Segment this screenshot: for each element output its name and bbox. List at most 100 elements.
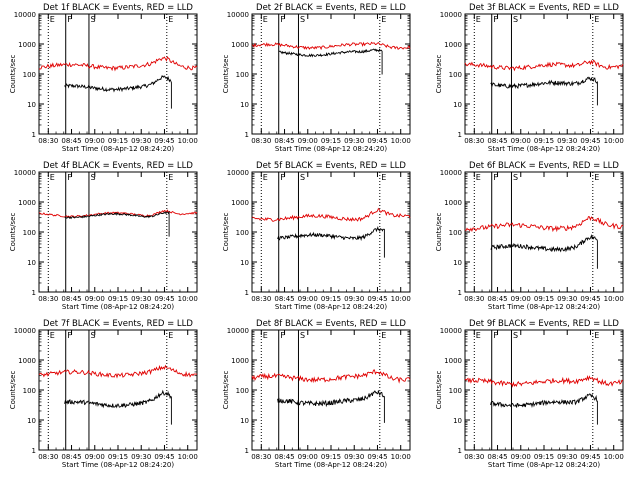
marker-label-e2: E (381, 15, 386, 24)
marker-label-e1: E (50, 173, 55, 182)
x-tick-label: 08:30 (251, 137, 271, 145)
events-series-line (490, 393, 598, 425)
panel: Det 2f BLACK = Events, RED = LLD 1 10 100 10… (222, 3, 411, 153)
plot-frame (38, 329, 198, 451)
x-tick-label: 09:15 (321, 137, 341, 145)
y-axis-label: Counts/sec (9, 213, 17, 252)
y-tick-label: 10000 (440, 11, 462, 19)
x-tick-label: 09:15 (534, 453, 554, 461)
y-axis-label: Counts/sec (9, 371, 17, 410)
marker-label-f: F (67, 173, 72, 182)
events-series-line (490, 76, 598, 106)
plot-frame (38, 13, 198, 135)
marker-label-f: F (67, 15, 72, 24)
x-tick-label: 09:30 (131, 295, 151, 303)
x-tick-label: 09:15 (108, 137, 128, 145)
y-tick-label: 10000 (227, 327, 249, 335)
lld-series-line (251, 41, 411, 51)
x-tick-label: 08:45 (274, 295, 294, 303)
y-tick-label: 1000 (18, 357, 36, 365)
x-tick-label: 09:45 (367, 137, 387, 145)
y-tick-label: 1 (32, 131, 36, 139)
y-tick-label: 1000 (444, 41, 462, 49)
marker-label-s: S (90, 15, 95, 24)
y-axis-label: Counts/sec (9, 55, 17, 94)
marker-label-e1: E (50, 15, 55, 24)
y-tick-label: 10000 (14, 327, 36, 335)
marker-label-f: F (280, 15, 285, 24)
x-tick-label: 09:15 (534, 295, 554, 303)
x-tick-label: 08:30 (464, 137, 484, 145)
y-tick-label: 1 (245, 289, 249, 297)
panel: Det 8f BLACK = Events, RED = LLD 1 10 100 10… (222, 319, 411, 469)
y-tick-label: 10000 (227, 169, 249, 177)
x-axis-label: Start Time (08-Apr-12 08:24:20) (488, 303, 600, 311)
y-tick-label: 1000 (444, 199, 462, 207)
y-axis-label: Counts/sec (435, 213, 443, 252)
x-axis-label: Start Time (08-Apr-12 08:24:20) (275, 145, 387, 153)
marker-label-f: F (280, 331, 285, 340)
y-tick-label: 100 (236, 71, 249, 79)
marker-label-f: F (493, 173, 498, 182)
marker-label-e1: E (476, 15, 481, 24)
marker-label-e1: E (263, 15, 268, 24)
panel-title: Det 6f BLACK = Events, RED = LLD (469, 161, 619, 171)
panel: Det 1f BLACK = Events, RED = LLD 1 10 100 10… (9, 3, 198, 153)
panel: Det 4f BLACK = Events, RED = LLD 1 10 100 10… (9, 161, 198, 311)
y-tick-label: 10000 (14, 11, 36, 19)
plot-frame (251, 171, 411, 293)
y-tick-label: 10 (240, 259, 249, 267)
x-tick-label: 09:45 (154, 137, 174, 145)
panel-title: Det 2f BLACK = Events, RED = LLD (256, 3, 406, 13)
marker-label-f: F (493, 15, 498, 24)
x-tick-label: 08:45 (274, 137, 294, 145)
lld-series-line (38, 209, 198, 218)
x-tick-label: 09:00 (298, 295, 318, 303)
lld-series-line (39, 56, 198, 72)
y-tick-label: 10 (27, 259, 36, 267)
lld-series-line (38, 364, 198, 379)
x-tick-label: 08:45 (274, 453, 294, 461)
x-axis-label: Start Time (08-Apr-12 08:24:20) (488, 461, 600, 469)
panel-title: Det 4f BLACK = Events, RED = LLD (43, 161, 193, 171)
y-tick-label: 1000 (18, 41, 36, 49)
y-tick-label: 1000 (231, 199, 249, 207)
x-tick-label: 08:30 (38, 453, 58, 461)
marker-label-e2: E (168, 15, 173, 24)
events-series-line (277, 226, 385, 258)
y-tick-label: 1000 (231, 357, 249, 365)
x-tick-label: 08:30 (251, 295, 271, 303)
panel-title: Det 7f BLACK = Events, RED = LLD (43, 319, 193, 329)
panel: Det 6f BLACK = Events, RED = LLD 1 10 100 10… (435, 161, 624, 311)
plot-frame (464, 13, 624, 135)
lld-series-line (464, 216, 624, 233)
marker-label-f: F (67, 331, 72, 340)
x-axis-label: Start Time (08-Apr-12 08:24:20) (488, 145, 600, 153)
x-tick-label: 09:30 (557, 295, 577, 303)
panel: Det 7f BLACK = Events, RED = LLD 1 10 100 10… (9, 319, 198, 469)
y-axis-label: Counts/sec (222, 213, 230, 252)
y-tick-label: 100 (236, 387, 249, 395)
plot-frame (464, 329, 624, 451)
marker-label-s: S (300, 173, 305, 182)
marker-label-s: S (513, 173, 518, 182)
x-tick-label: 10:00 (604, 295, 624, 303)
x-tick-label: 10:00 (604, 137, 624, 145)
x-tick-label: 08:45 (61, 295, 81, 303)
plot-frame (251, 329, 411, 451)
x-tick-label: 09:00 (298, 453, 318, 461)
lld-series-line (464, 374, 624, 388)
panel-title: Det 9f BLACK = Events, RED = LLD (469, 319, 619, 329)
events-series-line (490, 234, 598, 269)
panel-title: Det 3f BLACK = Events, RED = LLD (469, 3, 619, 13)
y-tick-label: 1000 (444, 357, 462, 365)
marker-label-e1: E (263, 173, 268, 182)
plot-frame (38, 171, 198, 293)
marker-label-e1: E (476, 173, 481, 182)
x-tick-label: 08:45 (487, 453, 507, 461)
marker-label-e2: E (594, 173, 599, 182)
y-axis-label: Counts/sec (435, 371, 443, 410)
x-tick-label: 10:00 (178, 453, 198, 461)
marker-label-e1: E (476, 331, 481, 340)
x-tick-label: 08:45 (487, 137, 507, 145)
